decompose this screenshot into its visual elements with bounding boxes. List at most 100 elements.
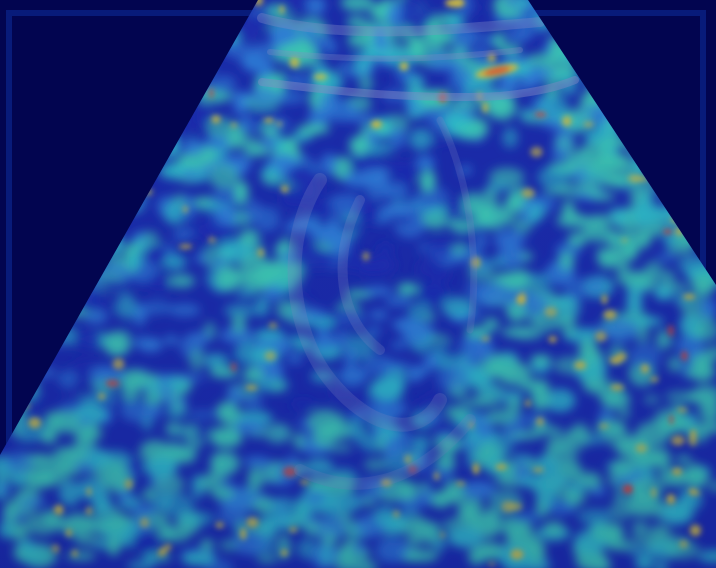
speckle (669, 153, 695, 173)
speckle (685, 86, 716, 105)
speckle (119, 76, 150, 95)
speckle (666, 20, 687, 31)
speckle (667, 123, 703, 140)
speckle (663, 183, 681, 195)
speckle (651, 157, 665, 171)
speckle (0, 269, 19, 285)
speckle (613, 46, 649, 73)
speckle (67, 134, 103, 156)
speckle (11, 134, 45, 149)
speckle (138, 133, 152, 158)
speckle (28, 238, 58, 258)
speckle (640, 18, 653, 35)
speckle (611, 116, 640, 127)
speckle (694, 0, 716, 22)
speckle (636, 39, 659, 59)
speckle (0, 131, 27, 147)
speckle (189, 0, 206, 15)
speckle (49, 31, 82, 51)
speckle (85, 78, 106, 96)
speckle (78, 52, 106, 69)
speckle (600, 95, 632, 113)
speckle (0, 165, 21, 187)
speckle (36, 155, 70, 175)
speckle (609, 24, 622, 35)
speckle (155, 38, 180, 57)
hotspot (662, 0, 675, 7)
speckle (28, 280, 59, 300)
speckle (26, 245, 52, 271)
speckle (151, 107, 180, 130)
speckle (28, 219, 51, 244)
speckle (12, 116, 42, 131)
speckle (597, 32, 629, 53)
speckle (98, 69, 118, 84)
speckle (669, 188, 702, 206)
hotspot (684, 167, 689, 173)
speckle (9, 302, 45, 313)
speckle (50, 171, 77, 194)
speckle (0, 45, 29, 57)
speckle (192, 58, 213, 78)
speckle (0, 158, 24, 175)
speckle (0, 258, 20, 274)
speckle (142, 31, 163, 57)
speckle (123, 133, 159, 148)
speckle (69, 172, 88, 184)
speckle (64, 226, 98, 244)
speckle (691, 147, 713, 164)
speckle (48, 19, 80, 34)
speckle (620, 38, 654, 62)
speckle (0, 211, 10, 235)
speckle (49, 52, 76, 74)
hotspot (709, 59, 716, 70)
speckle (27, 58, 53, 71)
speckle (21, 156, 37, 166)
speckle (33, 212, 67, 238)
speckle (647, 1, 673, 16)
speckle (92, 245, 116, 258)
speckle (596, 55, 621, 78)
speckle (694, 0, 716, 24)
speckle (125, 6, 146, 20)
hotspot (672, 67, 683, 72)
speckle (584, 67, 597, 83)
speckle (56, 207, 70, 233)
speckle (647, 90, 675, 99)
speckle (29, 21, 45, 47)
speckle (57, 74, 93, 86)
speckle (25, 328, 61, 345)
speckle (140, 100, 174, 117)
speckle (162, 51, 186, 62)
speckle (683, 0, 710, 18)
speckle (63, 190, 83, 213)
speckle (12, 294, 37, 306)
hotspot (673, 78, 680, 89)
speckle (39, 178, 57, 200)
speckle (175, 67, 203, 87)
speckle (41, 63, 55, 89)
speckle (541, 16, 562, 25)
speckle (0, 162, 21, 187)
speckle (650, 145, 681, 172)
speckle (660, 175, 682, 188)
speckle (106, 192, 139, 205)
hotspot (680, 53, 693, 63)
speckle (0, 282, 15, 306)
speckle (8, 386, 28, 404)
speckle (96, 41, 117, 57)
speckle (61, 55, 87, 67)
speckle (670, 32, 689, 41)
hotspot (588, 64, 598, 74)
speckle (33, 116, 55, 128)
speckle (13, 4, 39, 14)
speckle (56, 167, 80, 194)
speckle (138, 5, 164, 28)
speckle (51, 103, 76, 120)
speckle (163, 68, 188, 80)
speckle (180, 15, 210, 38)
speckle (89, 138, 105, 159)
speckle (61, 68, 86, 91)
speckle (13, 154, 40, 176)
